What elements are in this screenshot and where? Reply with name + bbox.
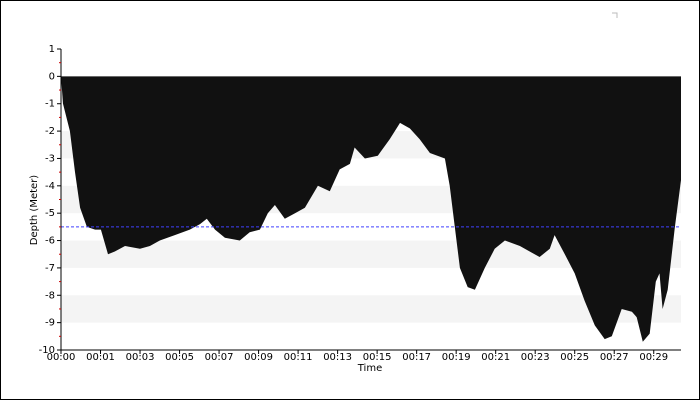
- y-tick-label: -4: [45, 181, 55, 192]
- y-tick-label: -5: [45, 208, 55, 219]
- x-tick-label: 00:15: [363, 352, 392, 363]
- y-tick-label: -9: [45, 318, 55, 329]
- x-tick-label: 00:01: [86, 352, 115, 363]
- x-tick-label: 00:27: [600, 352, 629, 363]
- y-tick-label: -8: [45, 290, 55, 301]
- x-tick-label: 00:17: [402, 352, 431, 363]
- x-tick-label: 00:25: [560, 352, 589, 363]
- band: [61, 295, 681, 323]
- y-tick-label: -2: [45, 126, 55, 137]
- y-tick-label: -10: [39, 345, 55, 356]
- x-tick-label: 00:11: [284, 352, 313, 363]
- x-tick-label: 00:23: [521, 352, 550, 363]
- x-axis-label: Time: [357, 363, 382, 374]
- x-tick-label: 00:09: [244, 352, 273, 363]
- y-tick-label: -1: [45, 99, 55, 110]
- y-tick-label: -6: [45, 236, 55, 247]
- x-tick-label: 00:19: [442, 352, 471, 363]
- y-tick-label: -7: [45, 263, 55, 274]
- y-tick-label: 1: [49, 44, 55, 55]
- y-tick-label: -3: [45, 153, 55, 164]
- depth-area: [61, 76, 681, 342]
- x-tick-label: 00:21: [481, 352, 510, 363]
- x-tick-label: 00:29: [639, 352, 668, 363]
- corner-mark: [612, 12, 618, 18]
- x-tick-label: 00:05: [165, 352, 194, 363]
- x-tick-label: 00:13: [323, 352, 352, 363]
- y-tick-label: 0: [49, 71, 55, 82]
- x-tick-label: 00:00: [47, 352, 76, 363]
- x-tick-label: 00:07: [205, 352, 234, 363]
- y-axis-label: Depth (Meter): [29, 175, 40, 246]
- x-tick-label: 00:03: [126, 352, 155, 363]
